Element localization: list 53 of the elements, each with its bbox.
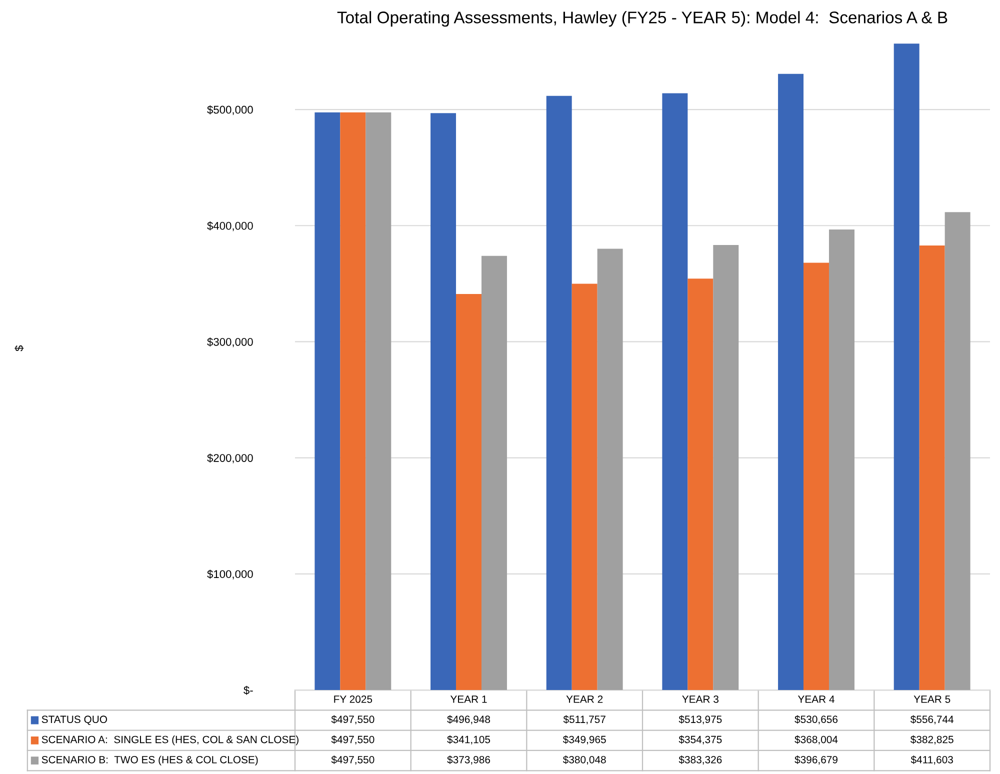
data-label: $513,975: [678, 715, 722, 724]
bar: [944, 212, 970, 690]
bar: [778, 74, 804, 690]
bar: [546, 96, 572, 690]
bar: [894, 44, 920, 690]
bar: [430, 113, 456, 690]
bar: [572, 284, 598, 690]
data-label: $380,048: [562, 756, 606, 765]
data-label: $382,825: [910, 735, 954, 744]
bar: [481, 256, 507, 690]
chart-title: Total Operating Assessments, Hawley (FY25 - YEAR 5): Model 4: Scenarios A & B: [337, 11, 948, 27]
data-label: $373,986: [447, 756, 490, 765]
data-label: $511,757: [563, 715, 606, 724]
bar: [340, 112, 366, 690]
bar: [597, 248, 623, 690]
bar: [804, 262, 829, 690]
data-label: $383,326: [678, 756, 722, 765]
y-tick-label: $400,000: [207, 221, 253, 232]
bar: [713, 244, 739, 690]
y-tick-label: $100,000: [207, 570, 253, 580]
data-label: $349,965: [562, 735, 606, 744]
data-label: $354,375: [678, 735, 722, 744]
x-tick-label: YEAR 3: [682, 696, 718, 703]
data-label: $411,603: [910, 756, 953, 765]
data-label: $368,004: [794, 735, 838, 744]
text: $: [14, 345, 24, 352]
bar: [828, 229, 854, 690]
data-label: $496,948: [447, 715, 490, 724]
data-label: $497,550: [331, 735, 374, 744]
y-tick-label: $300,000: [207, 338, 253, 348]
legend-label: STATUS QUO: [42, 716, 108, 725]
data-label: $556,744: [910, 715, 954, 724]
bar: [919, 246, 945, 690]
bar: [456, 294, 482, 690]
x-tick-label: FY 2025: [334, 696, 372, 703]
data-label: $341,105: [447, 735, 490, 744]
bar: [314, 112, 340, 690]
y-tick-label: $-: [244, 686, 253, 695]
x-tick-label: YEAR 4: [798, 696, 834, 703]
bar: [366, 112, 392, 690]
legend-label: SCENARIO A: SINGLE ES (HES, COL & SAN CLOSE): [42, 736, 298, 746]
data-label: $530,656: [794, 715, 838, 724]
bar: [688, 278, 714, 690]
data-label: $497,550: [331, 715, 374, 724]
x-tick-label: YEAR 1: [450, 696, 487, 703]
bar: [662, 93, 688, 690]
data-label: $497,550: [331, 756, 374, 765]
legend-label: SCENARIO B: TWO ES (HES & COL CLOSE): [42, 756, 258, 766]
data-label: $396,679: [794, 756, 838, 765]
y-tick-label: $200,000: [207, 454, 253, 464]
y-tick-label: $500,000: [207, 105, 253, 115]
x-tick-label: YEAR 5: [914, 696, 950, 703]
x-tick-label: YEAR 2: [566, 696, 603, 703]
